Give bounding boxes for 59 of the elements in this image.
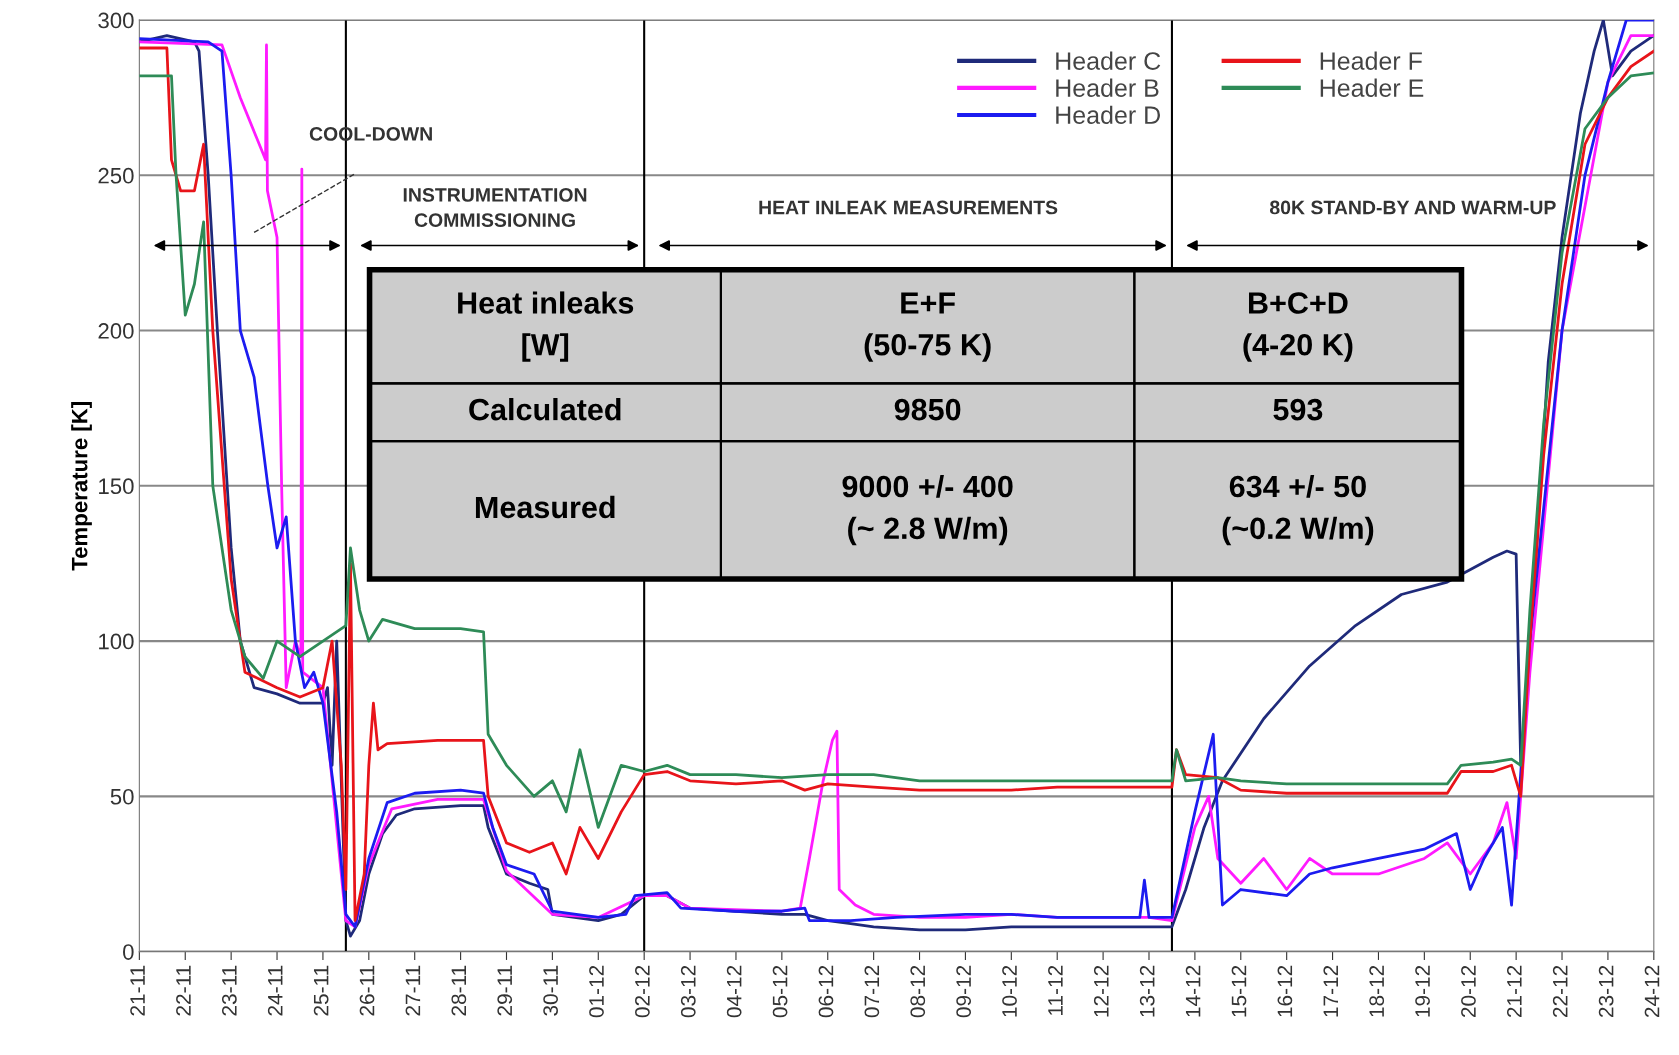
x-tick-label: 24-11: [267, 965, 283, 1016]
legend-label: Header C: [1056, 51, 1161, 70]
annotation: 80K STAND-BY AND WARM-UP: [1269, 200, 1556, 215]
x-tick-label: 02-12: [635, 965, 650, 1018]
annotation: INSTRUMENTATION COMMISSIONING: [403, 188, 587, 227]
legend-label: Header D: [1056, 105, 1160, 124]
x-tick-label: 08-12: [910, 965, 926, 1018]
annotation: 634 +/- 50 (~0.2 W/m): [1222, 474, 1374, 546]
x-tick-label: 03-12: [680, 965, 696, 1018]
x-tick-label: 29-11: [497, 965, 513, 1016]
x-tick-label: 19-12: [1415, 965, 1430, 1017]
annotation: 9000 +/- 400 (~ 2.8 W/m): [842, 474, 1013, 546]
annotation: Calculated: [469, 397, 621, 421]
y-tick-label: 0: [123, 944, 134, 960]
y-tick-label: 100: [99, 633, 134, 650]
legend-label: Header E: [1320, 78, 1424, 97]
x-tick-label: 18-12: [1369, 965, 1385, 1017]
annotation: 593: [1273, 398, 1323, 421]
y-tick-label: 200: [98, 323, 134, 339]
x-tick-label: 14-12: [1185, 965, 1201, 1017]
x-tick-label: 17-12: [1323, 965, 1338, 1017]
x-tick-label: 16-12: [1277, 965, 1293, 1017]
annotation: 9850: [894, 398, 961, 421]
x-tick-label: 22-12: [1552, 965, 1568, 1018]
y-tick-label: 50: [110, 788, 134, 805]
x-tick-label: 22-11: [176, 965, 191, 1016]
x-tick-label: 01-12: [589, 965, 604, 1018]
x-tick-label: 25-11: [313, 965, 329, 1016]
x-tick-label: 27-11: [405, 965, 421, 1016]
annotation: HEAT INLEAK MEASUREMENTS: [759, 200, 1058, 215]
x-tick-label: 05-12: [772, 965, 788, 1018]
x-tick-label: 21-12: [1506, 965, 1522, 1018]
x-tick-label: 13-12: [1139, 965, 1155, 1017]
x-tick-label: 26-11: [359, 965, 375, 1016]
y-tick-label: 150: [99, 478, 134, 495]
y-axis-title: Temperature [K]: [71, 402, 92, 571]
x-tick-label: 09-12: [956, 965, 972, 1018]
x-tick-label: 04-12: [726, 965, 742, 1018]
legend-label: Header B: [1056, 78, 1159, 97]
x-tick-label: 10-12: [1002, 965, 1017, 1017]
x-tick-label: 30-11: [543, 965, 558, 1016]
x-tick-label: 07-12: [864, 965, 880, 1018]
x-tick-label: 28-11: [451, 965, 467, 1016]
x-tick-label: 06-12: [818, 965, 834, 1018]
x-tick-label: 11-12: [1048, 965, 1063, 1015]
x-tick-label: 12-12: [1093, 965, 1109, 1017]
annotation: B+C+D (4-20 K): [1243, 292, 1353, 362]
annotation: Measured: [475, 495, 615, 519]
x-tick-label: 23-11: [221, 965, 237, 1016]
annotation: Heat inleaks [W]: [458, 291, 634, 362]
x-tick-label: 24-12: [1644, 965, 1660, 1018]
legend-label: Header F: [1320, 51, 1422, 70]
y-tick-label: 300: [98, 12, 134, 29]
x-tick-label: 20-12: [1461, 965, 1476, 1018]
y-tick-label: 250: [98, 167, 134, 184]
x-tick-label: 21-11: [130, 965, 145, 1016]
x-tick-label: 23-12: [1598, 965, 1614, 1018]
x-tick-label: 15-12: [1231, 965, 1247, 1017]
annotation: E+F (50-75 K): [864, 292, 991, 362]
